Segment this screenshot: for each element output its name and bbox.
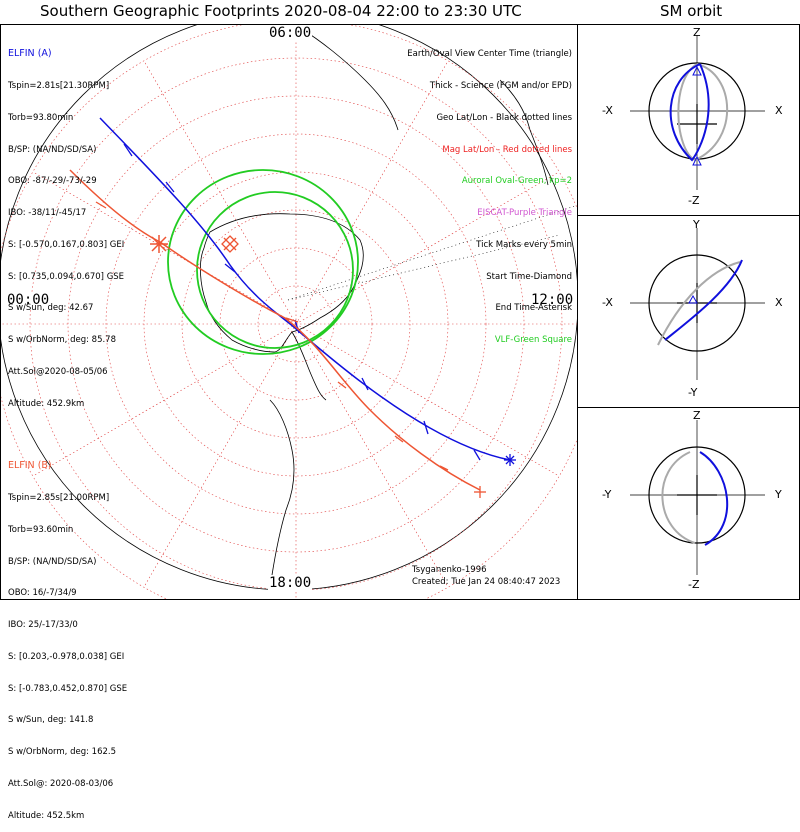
sm-3-right-label: Y [775, 488, 782, 501]
legend-item: Earth/Oval View Center Time (triangle) [407, 49, 572, 60]
elfin-a-line-1: Torb=93.80min [8, 112, 74, 123]
credit-text: Tsyganenko-1996 [412, 565, 487, 575]
elfin-b-line-1: Torb=93.60min [8, 524, 74, 535]
sm-2-elfin-a-orbit [664, 259, 743, 341]
legend-item: Thick - Science (FGM and/or EPD) [429, 80, 572, 91]
elfin-b-info: ELFIN (B) Tspin=2.85s[21.00RPM] Torb=93.… [8, 440, 127, 832]
legend: Earth/Oval View Center Time (triangle) T… [407, 28, 572, 356]
elfin-b-end-asterisk [474, 486, 486, 498]
elfin-a-name: ELFIN (A) [8, 48, 52, 60]
elfin-a-ticks [123, 143, 481, 461]
sm-1-elfin-b-orbit [677, 63, 729, 162]
geo-grid [287, 205, 577, 301]
australia-coast [499, 79, 549, 186]
sm-orbit-panel-1 [630, 35, 765, 190]
sm-1-bottom-label: -Z [688, 194, 700, 207]
elfin-a-info: ELFIN (A) Tspin=2.81s[21.30RPM] Torb=93.… [8, 28, 124, 420]
elfin-b-track [69, 169, 486, 498]
hour-label-left: 00:00 [6, 292, 51, 308]
sm-2-bottom-label: -Y [688, 386, 698, 399]
auroral-oval-inner [196, 191, 354, 349]
elfin-a-line-10: Altitude: 452.9km [8, 398, 85, 409]
elfin-a-end-asterisk [504, 454, 516, 466]
south-america-coast [269, 399, 295, 576]
elfin-b-line-3: OBO: 16/-7/34/9 [8, 588, 77, 599]
legend-item: Start Time-Diamond [486, 271, 572, 282]
created-text: Created: Tue Jan 24 08:40:47 2023 [412, 577, 561, 587]
sm-orbit-panel-3 [630, 420, 765, 575]
sm-2-right-label: X [775, 296, 783, 309]
legend-item: Geo Lat/Lon - Black dotted lines [436, 112, 572, 123]
africa-coast [299, 27, 399, 131]
legend-item: Mag Lat/Lon - Red dotted lines [442, 144, 572, 155]
elfin-b-ticks [95, 201, 449, 471]
elfin-a-line [99, 117, 511, 461]
sm-1-top-label: Z [693, 26, 701, 39]
sm-1-left-label: -X [602, 104, 613, 117]
hour-label-top: 06:00 [268, 25, 313, 41]
antarctica-coast [200, 213, 364, 353]
elfin-b-line-8: S w/OrbNorm, deg: 162.5 [8, 747, 117, 758]
elfin-a-line-4: IBO: -38/11/-45/17 [8, 208, 87, 219]
elfin-b-line-6: S: [-0.783,0.452,0.870] GSE [8, 683, 128, 694]
elfin-b-line-7: S w/Sun, deg: 141.8 [8, 715, 94, 726]
sm-3-left-label: -Y [602, 488, 612, 501]
elfin-a-line-2: B/SP: (NA/ND/SD/SA) [8, 144, 97, 155]
elfin-b-line-9: Att.Sol@: 2020-08-03/06 [8, 779, 114, 789]
sm-orbit-title: SM orbit [660, 2, 723, 20]
sm-2-left-label: -X [602, 296, 613, 309]
sm-3-elfin-b-orbit [661, 451, 696, 544]
sm-3-elfin-a-orbit [699, 451, 729, 546]
sm-1-right-label: X [775, 104, 783, 117]
sm-3-top-label: Z [693, 409, 701, 422]
elfin-b-line-4: IBO: 25/-17/33/0 [8, 620, 78, 631]
elfin-a-track [99, 117, 516, 466]
elfin-b-line [69, 169, 481, 491]
coastlines [200, 27, 549, 576]
sm-2-elfin-b-orbit [657, 261, 741, 346]
elfin-b-line-5: S: [0.203,-0.978,0.038] GEI [8, 651, 125, 662]
elfin-a-line-0: Tspin=2.81s[21.30RPM] [8, 80, 110, 91]
elfin-a-line-7: S w/Sun, deg: 42.67 [8, 303, 94, 314]
elfin-b-asterisk [150, 235, 168, 253]
hour-label-bottom: 18:00 [268, 575, 313, 591]
hour-label-right: 12:00 [530, 292, 575, 308]
elfin-a-line-5: S: [-0.570,0.167,0.803] GEI [8, 239, 125, 250]
footprint-map [1, 25, 765, 599]
mag-grid [1, 25, 577, 599]
sm-3-bottom-label: -Z [688, 578, 700, 591]
elfin-b-line-2: B/SP: (NA/ND/SD/SA) [8, 556, 97, 567]
elfin-a-line-6: S: [0.735,0.094,0.670] GSE [8, 271, 125, 282]
page-title: Southern Geographic Footprints 2020-08-0… [40, 2, 522, 20]
elfin-a-line-3: OBO: -87/-29/-73/-29 [8, 176, 97, 187]
legend-item: Auroral Oval-Green, kp=2 [461, 176, 572, 187]
elfin-b-name: ELFIN (B) [8, 460, 52, 472]
start-diamond [221, 235, 239, 253]
sm-1-elfin-a-orbit [669, 63, 710, 162]
elfin-a-line-8: S w/OrbNorm, deg: 85.78 [8, 335, 117, 346]
elfin-a-line-9: Att.Sol@2020-08-05/06 [8, 367, 108, 377]
sm-orbit-panel-2 [630, 228, 765, 380]
auroral-oval [167, 169, 359, 355]
elfin-b-line-10: Altitude: 452.5km [8, 810, 85, 821]
auroral-oval-outer [167, 169, 359, 355]
legend-item: End Time-Asterisk [495, 303, 572, 314]
sm-2-top-label: Y [693, 218, 700, 231]
legend-item: Tick Marks every 5min [476, 239, 572, 250]
elfin-b-line-0: Tspin=2.85s[21.00RPM] [8, 492, 110, 503]
legend-item: VLF-Green Square [494, 335, 572, 346]
legend-item: EISCAT-Purple Triangle [477, 208, 572, 219]
